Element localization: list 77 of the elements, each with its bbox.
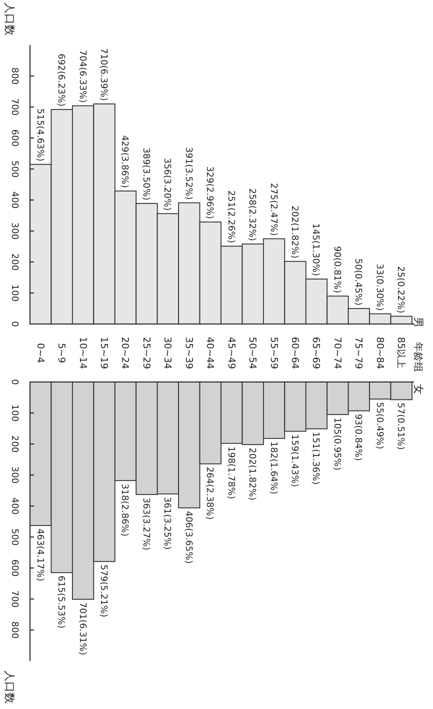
x-tick-label: 40~44 xyxy=(204,336,216,370)
y-axis-title: 人口数 xyxy=(3,2,16,36)
x-tick-label: 55~59 xyxy=(268,336,279,370)
data-label: 710(6.39%) xyxy=(98,48,108,101)
data-label: 182(1.64%) xyxy=(268,441,278,494)
data-label: 463(4.17%) xyxy=(34,528,44,582)
data-label: 55(0.49%) xyxy=(374,402,384,450)
x-tick-label: 15~19 xyxy=(98,336,109,370)
data-label: 57(0.51%) xyxy=(395,402,406,450)
data-label: 159(1.43%) xyxy=(288,434,299,488)
y-tick-label: 800 xyxy=(9,621,19,639)
y-tick-label: 600 xyxy=(9,559,19,577)
data-label: 202(1.82%) xyxy=(288,206,299,258)
y-tick-label: 0 xyxy=(9,379,19,386)
text: 年龄组 xyxy=(412,342,424,372)
data-label: 275(2.47%) xyxy=(268,182,278,236)
x-tick-label: 5~9 xyxy=(56,342,67,364)
y-tick-label: 700 xyxy=(9,590,19,608)
data-label: 615(5.53%) xyxy=(56,576,66,628)
data-label: 318(2.86%) xyxy=(119,484,130,536)
y-tick-label: 200 xyxy=(9,253,19,271)
data-label: 105(0.95%) xyxy=(331,418,342,470)
y-tick-label: 500 xyxy=(9,528,19,546)
y-tick-label: 400 xyxy=(9,497,19,515)
y-tick-label: 100 xyxy=(9,284,19,302)
y-tick-label: 500 xyxy=(9,160,19,178)
y-tick-label: 800 xyxy=(9,67,19,85)
y-axis-title: 人口数 xyxy=(3,670,16,704)
data-label: 151(1.36%) xyxy=(310,432,320,485)
text: 男 xyxy=(412,317,424,328)
x-tick-label: 75~79 xyxy=(352,336,364,370)
y-tick-label: 300 xyxy=(9,222,19,240)
data-label: 429(3.86%) xyxy=(119,135,130,188)
data-label: 579(5.21%) xyxy=(98,564,108,618)
data-label: 264(2.38%) xyxy=(204,466,214,520)
x-tick-label: 0~4 xyxy=(34,342,46,364)
data-label: 258(2.32%) xyxy=(246,188,257,242)
y-tick-label: 400 xyxy=(9,191,19,209)
x-tick-label: 70~74 xyxy=(331,336,342,370)
x-tick-label: 85以上 xyxy=(395,336,408,370)
chart-title: 女 xyxy=(412,384,424,395)
data-label: 25(0.22%) xyxy=(395,266,406,314)
data-label: 33(0.30%) xyxy=(374,264,384,311)
y-tick-label: 600 xyxy=(9,129,19,147)
data-label: 515(4.63%) xyxy=(34,108,44,162)
x-tick-label: 45~49 xyxy=(225,336,236,370)
data-label: 361(3.25%) xyxy=(162,496,172,550)
data-label: 329(2.96%) xyxy=(204,166,214,220)
data-label: 202(1.82%) xyxy=(246,448,257,500)
data-label: 90(0.81%) xyxy=(331,246,342,294)
y-tick-label: 200 xyxy=(9,435,19,453)
data-label: 701(6.31%) xyxy=(76,602,87,656)
x-tick-label: 30~34 xyxy=(162,336,173,370)
data-label: 389(3.50%) xyxy=(140,148,150,200)
x-tick-label: 20~24 xyxy=(119,336,130,370)
x-tick-label: 10~14 xyxy=(76,336,88,370)
y-tick-label: 100 xyxy=(9,404,19,422)
x-tick-label: 25~29 xyxy=(140,336,152,370)
data-label: 391(3.52%) xyxy=(182,146,193,200)
y-tick-label: 700 xyxy=(9,98,19,116)
data-label: 251(2.26%) xyxy=(225,190,236,244)
y-tick-label: 0 xyxy=(9,321,19,328)
y-tick-label: 300 xyxy=(9,466,19,484)
data-label: 406(3.65%) xyxy=(182,510,193,564)
data-label: 356(3.20%) xyxy=(162,158,172,211)
data-label: 198(1.78%) xyxy=(225,446,236,500)
data-label: 692(6.23%) xyxy=(56,54,66,106)
x-tick-label: 80~84 xyxy=(374,336,385,370)
data-label: 704(6.33%) xyxy=(76,50,87,103)
x-tick-label: 35~39 xyxy=(182,336,194,370)
data-label: 50(0.45%) xyxy=(352,258,363,306)
data-label: 363(3.27%) xyxy=(140,498,150,550)
x-tick-label: 65~69 xyxy=(310,336,322,370)
data-label: 145(1.30%) xyxy=(310,223,320,276)
data-label: 93(0.84%) xyxy=(352,414,363,461)
x-tick-label: 60~64 xyxy=(288,336,300,370)
x-tick-label: 50~54 xyxy=(246,336,258,370)
